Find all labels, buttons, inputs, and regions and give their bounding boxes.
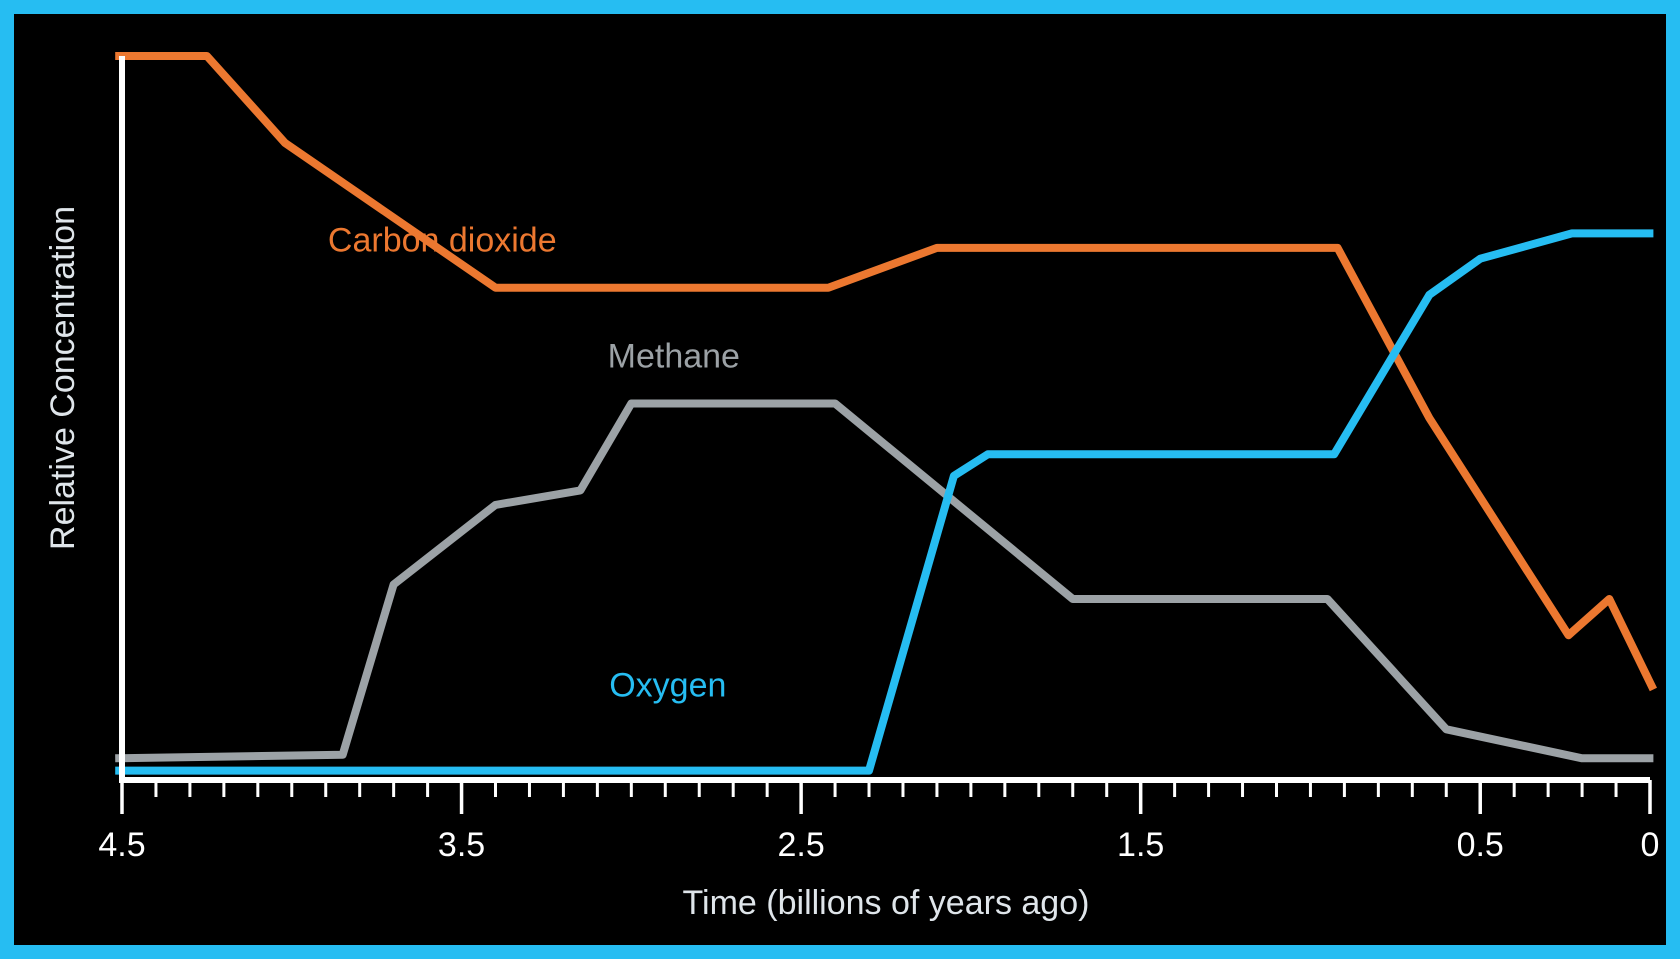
x-tick-label: 3.5 bbox=[438, 826, 485, 864]
series-label-oxygen: Oxygen bbox=[609, 667, 726, 705]
atmosphere-history-chart: 4.5 3.5 2.5 1.5 0.5 0 Time (billions of years … bbox=[0, 0, 1680, 959]
x-tick-label: 2.5 bbox=[777, 826, 824, 864]
x-tick-label: 0 bbox=[1641, 826, 1660, 864]
plot-background bbox=[14, 14, 1666, 945]
x-tick-label: 0.5 bbox=[1457, 826, 1504, 864]
series-label-co2: Carbon dioxide bbox=[328, 221, 557, 259]
series-label-methane: Methane bbox=[608, 337, 740, 375]
y-axis-label: Relative Concentration bbox=[44, 206, 82, 550]
chart-frame: 4.5 3.5 2.5 1.5 0.5 0 Time (billions of years … bbox=[0, 0, 1680, 959]
x-tick-label: 1.5 bbox=[1117, 826, 1164, 864]
x-tick-label: 4.5 bbox=[98, 826, 145, 864]
x-axis-label: Time (billions of years ago) bbox=[683, 884, 1090, 922]
